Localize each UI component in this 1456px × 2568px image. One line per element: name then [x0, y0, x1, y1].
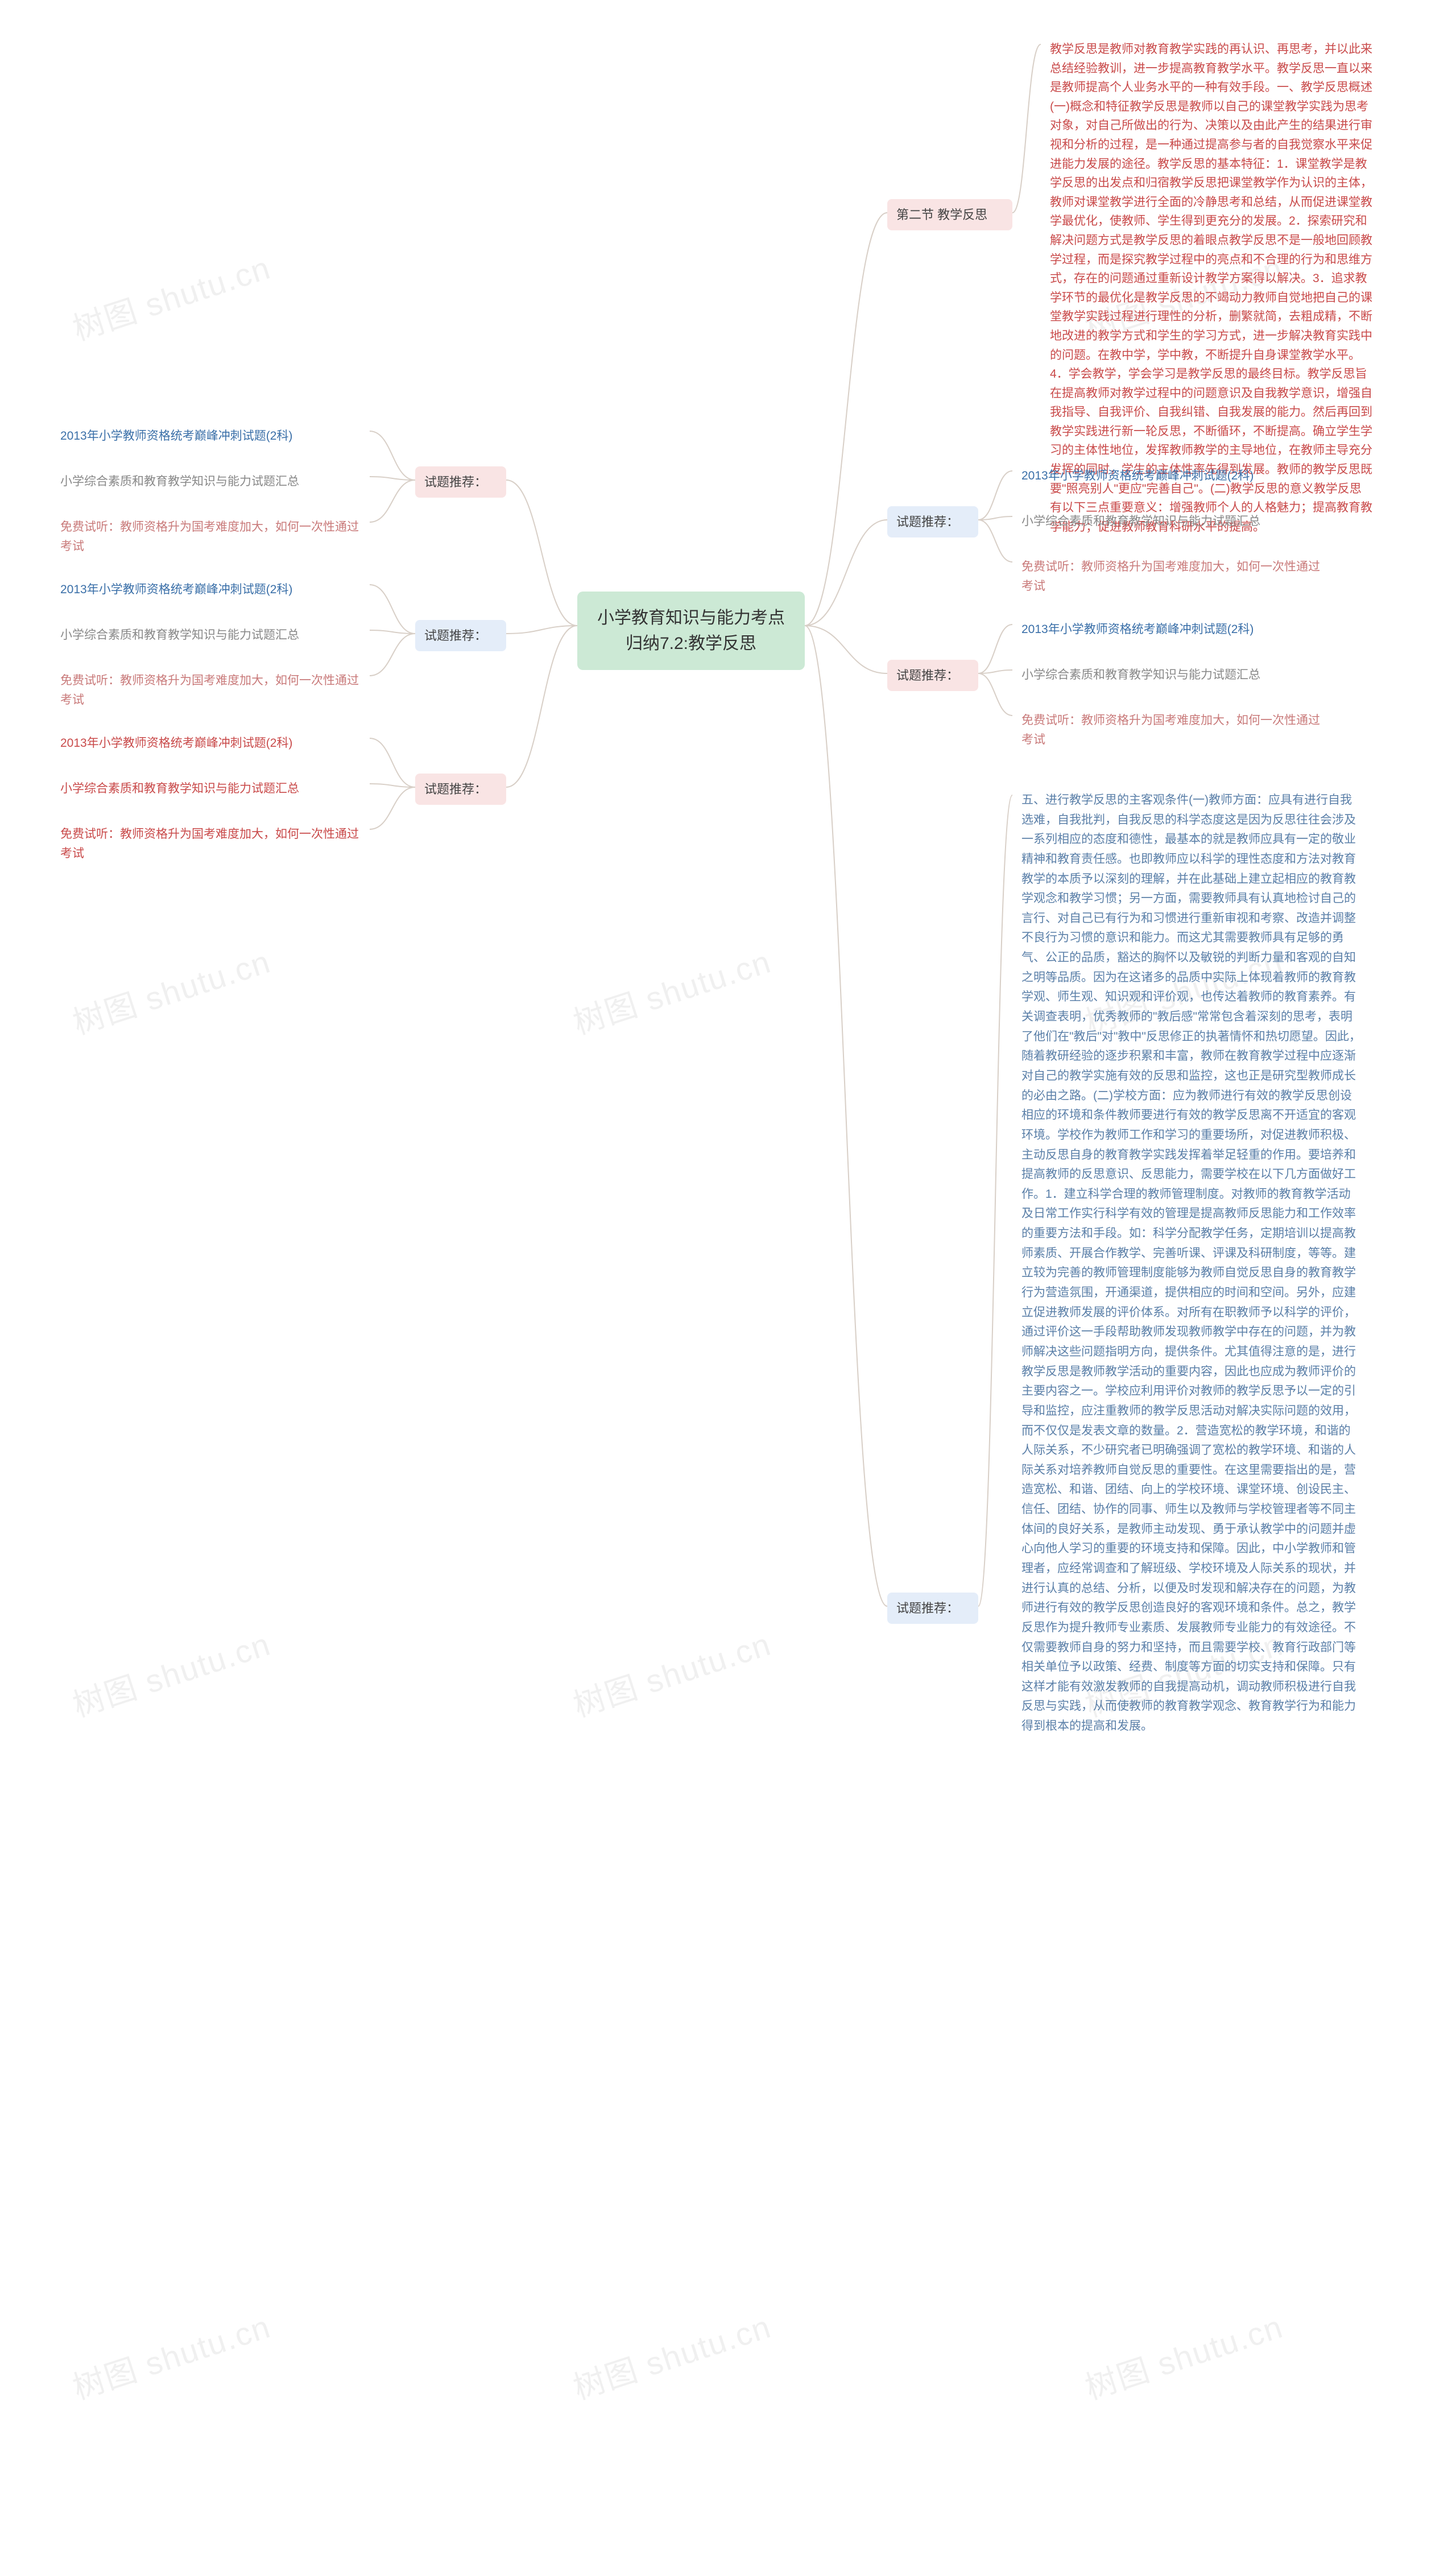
branch-node: 试题推荐：	[887, 660, 978, 691]
watermark: 树图 shutu.cn	[66, 242, 276, 350]
center-node: 小学教育知识与能力考点归纳7.2:教学反思	[577, 592, 805, 670]
leaf-node: 免费试听：教师资格升为国考难度加大，如何一次性通过考试	[51, 512, 370, 561]
branch-node: 试题推荐：	[887, 1593, 978, 1624]
leaf-node: 小学综合素质和教育教学知识与能力试题汇总	[51, 774, 370, 804]
branch-node: 试题推荐：	[415, 774, 506, 805]
watermark: 树图 shutu.cn	[1078, 2301, 1288, 2409]
leaf-node: 五、进行教学反思的主客观条件(一)教师方面：应具有进行自我选难，自我批判，自我反…	[1012, 785, 1371, 1742]
branch-node: 试题推荐：	[887, 506, 978, 537]
watermark: 树图 shutu.cn	[566, 936, 776, 1044]
branch-node: 试题推荐：	[415, 466, 506, 498]
leaf-node: 2013年小学教师资格统考巅峰冲刺试题(2科)	[51, 728, 370, 759]
leaf-node: 小学综合素质和教育教学知识与能力试题汇总	[51, 466, 370, 497]
leaf-node: 免费试听：教师资格升为国考难度加大，如何一次性通过考试	[51, 819, 370, 869]
branch-node: 试题推荐：	[415, 620, 506, 651]
leaf-node: 免费试听：教师资格升为国考难度加大，如何一次性通过考试	[1012, 552, 1331, 601]
leaf-node: 小学综合素质和教育教学知识与能力试题汇总	[51, 620, 370, 651]
branch-node: 第二节 教学反思	[887, 199, 1012, 230]
leaf-node: 小学综合素质和教育教学知识与能力试题汇总	[1012, 506, 1331, 537]
watermark: 树图 shutu.cn	[566, 2301, 776, 2409]
leaf-node: 小学综合素质和教育教学知识与能力试题汇总	[1012, 660, 1331, 690]
leaf-node: 2013年小学教师资格统考巅峰冲刺试题(2科)	[1012, 461, 1331, 491]
watermark: 树图 shutu.cn	[66, 2301, 276, 2409]
leaf-node: 2013年小学教师资格统考巅峰冲刺试题(2科)	[1012, 614, 1331, 645]
leaf-node: 2013年小学教师资格统考巅峰冲刺试题(2科)	[51, 421, 370, 452]
leaf-node: 免费试听：教师资格升为国考难度加大，如何一次性通过考试	[51, 665, 370, 715]
leaf-node: 2013年小学教师资格统考巅峰冲刺试题(2科)	[51, 574, 370, 605]
leaf-node: 免费试听：教师资格升为国考难度加大，如何一次性通过考试	[1012, 705, 1331, 755]
watermark: 树图 shutu.cn	[66, 936, 276, 1044]
watermark: 树图 shutu.cn	[566, 1619, 776, 1726]
watermark: 树图 shutu.cn	[66, 1619, 276, 1726]
